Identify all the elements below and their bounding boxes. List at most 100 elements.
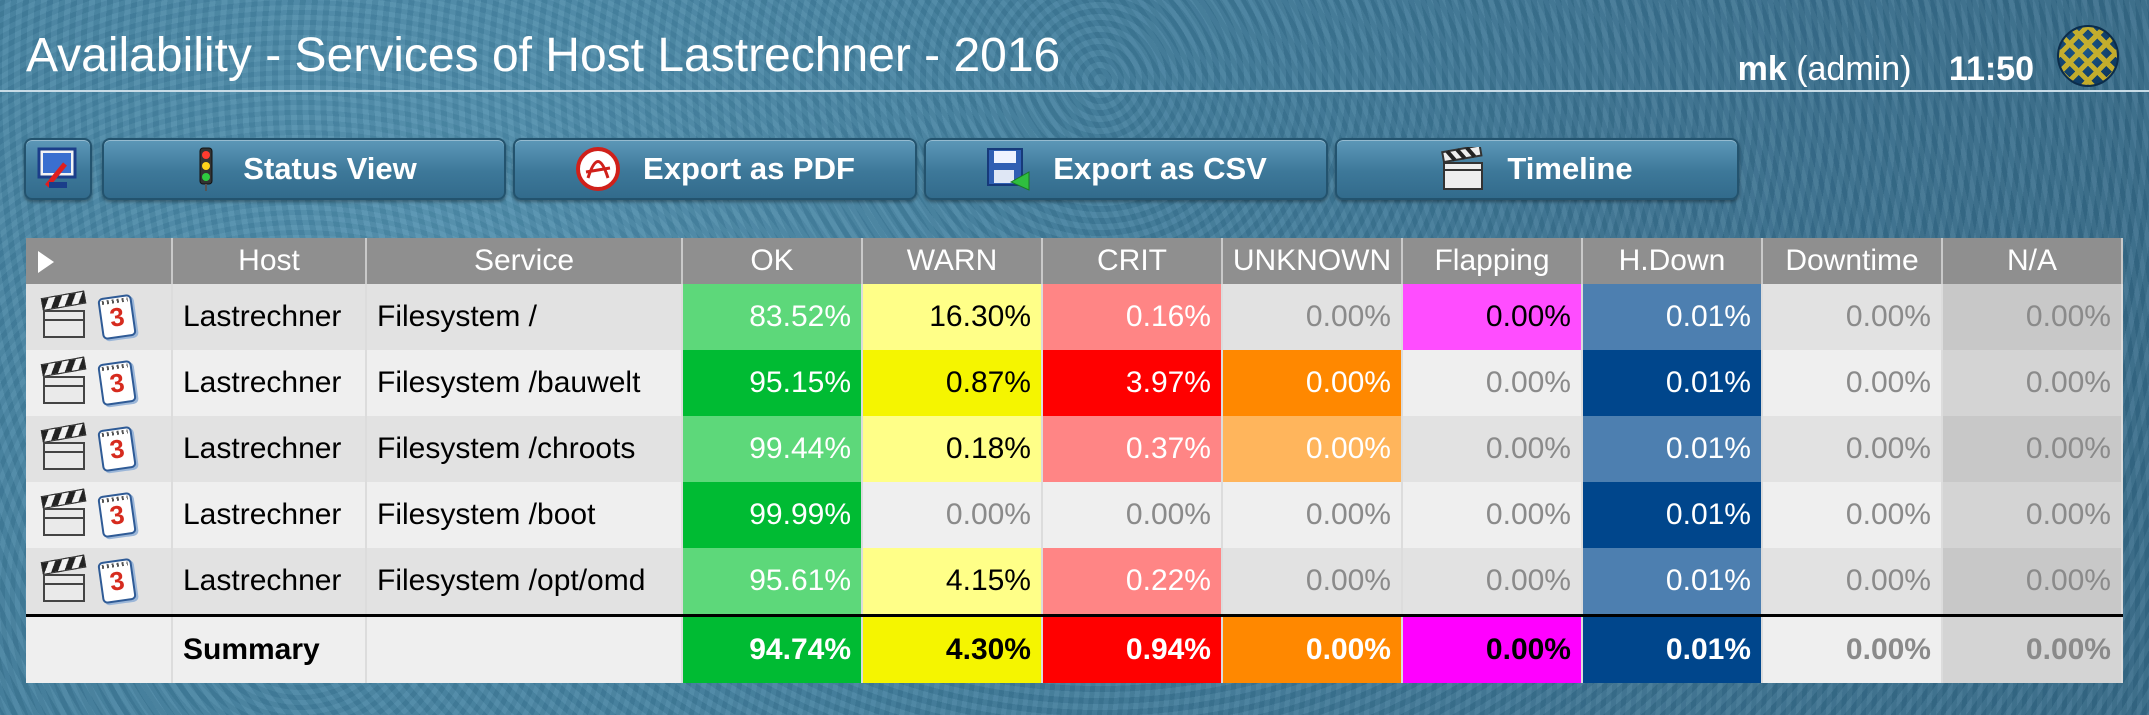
column-header-crit[interactable]: CRIT (1042, 238, 1223, 284)
expand-toggle[interactable] (26, 238, 173, 284)
ok-cell: 95.15% (682, 350, 863, 416)
timeline-clapperboard-icon[interactable] (40, 488, 87, 537)
column-header-na[interactable]: N/A (1942, 238, 2123, 284)
timeline-button[interactable]: Timeline (1335, 138, 1739, 200)
table-row: 3 Lastrechner Filesystem /chroots 99.44%… (26, 416, 2123, 482)
summary-unknown-cell: 0.00% (1222, 614, 1403, 683)
export-csv-button[interactable]: Export as CSV (924, 138, 1328, 200)
unknown-cell: 0.00% (1222, 350, 1403, 416)
page-title: Availability - Services of Host Lastrech… (26, 29, 1061, 82)
column-header-host[interactable]: Host (172, 238, 367, 284)
table-header-row: Host Service OK WARN CRIT UNKNOWN Flappi… (26, 238, 2123, 284)
timeline-clapperboard-icon[interactable] (40, 422, 87, 471)
host-cell[interactable]: Lastrechner (172, 416, 367, 482)
availability-table: Host Service OK WARN CRIT UNKNOWN Flappi… (26, 238, 2123, 683)
column-header-warn[interactable]: WARN (862, 238, 1043, 284)
service-cell[interactable]: Filesystem /opt/omd (366, 548, 683, 616)
globe-logo-icon[interactable] (2057, 25, 2119, 87)
downtime-cell: 0.00% (1762, 548, 1943, 616)
clapperboard-icon (1441, 147, 1484, 190)
service-cell[interactable]: Filesystem /chroots (366, 416, 683, 482)
crit-cell: 0.37% (1042, 416, 1223, 482)
ok-cell: 99.99% (682, 482, 863, 548)
table-row: 3 Lastrechner Filesystem /bauwelt 95.15%… (26, 350, 2123, 416)
service-cell[interactable]: Filesystem /bauwelt (366, 350, 683, 416)
unknown-cell: 0.00% (1222, 284, 1403, 350)
summary-row: Summary 94.74% 4.30% 0.94% 0.00% 0.00% 0… (26, 614, 2123, 683)
na-cell: 0.00% (1942, 350, 2123, 416)
summary-empty-cell (26, 614, 173, 683)
host-cell[interactable]: Lastrechner (172, 548, 367, 616)
clock: 11:50 (1948, 50, 2034, 88)
summary-ok-cell: 94.74% (682, 614, 863, 683)
warn-cell: 0.87% (862, 350, 1043, 416)
calendar-icon[interactable]: 3 (97, 425, 137, 473)
pdf-icon (576, 147, 621, 191)
na-cell: 0.00% (1942, 416, 2123, 482)
column-header-unknown[interactable]: UNKNOWN (1222, 238, 1403, 284)
service-cell[interactable]: Filesystem /boot (366, 482, 683, 548)
unknown-cell: 0.00% (1222, 416, 1403, 482)
calendar-icon[interactable]: 3 (97, 293, 137, 341)
summary-flapping-cell: 0.00% (1402, 614, 1583, 683)
table-row: 3 Lastrechner Filesystem / 83.52% 16.30%… (26, 284, 2123, 350)
na-cell: 0.00% (1942, 548, 2123, 616)
user-role: (admin) (1796, 50, 1912, 88)
column-header-flapping[interactable]: Flapping (1402, 238, 1583, 284)
flapping-cell: 0.00% (1402, 284, 1583, 350)
hdown-cell: 0.01% (1582, 416, 1763, 482)
crit-cell: 0.22% (1042, 548, 1223, 616)
na-cell: 0.00% (1942, 482, 2123, 548)
column-header-service[interactable]: Service (366, 238, 683, 284)
crit-cell: 0.16% (1042, 284, 1223, 350)
host-cell[interactable]: Lastrechner (172, 284, 367, 350)
column-header-ok[interactable]: OK (682, 238, 863, 284)
downtime-cell: 0.00% (1762, 284, 1943, 350)
unknown-cell: 0.00% (1222, 548, 1403, 616)
timeline-clapperboard-icon[interactable] (40, 290, 87, 339)
host-cell[interactable]: Lastrechner (172, 350, 367, 416)
ok-cell: 83.52% (682, 284, 863, 350)
timeline-clapperboard-icon[interactable] (40, 356, 87, 405)
downtime-cell: 0.00% (1762, 350, 1943, 416)
summary-hdown-cell: 0.01% (1582, 614, 1763, 683)
summary-warn-cell: 4.30% (862, 614, 1043, 683)
export-pdf-button[interactable]: Export as PDF (513, 138, 917, 200)
calendar-icon[interactable]: 3 (97, 359, 137, 407)
calendar-icon[interactable]: 3 (97, 557, 137, 605)
row-actions: 3 (26, 416, 173, 482)
home-button[interactable] (24, 138, 92, 200)
warn-cell: 4.15% (862, 548, 1043, 616)
export-csv-label: Export as CSV (1053, 151, 1267, 186)
monitor-home-icon (37, 147, 77, 188)
na-cell: 0.00% (1942, 284, 2123, 350)
summary-na-cell: 0.00% (1942, 614, 2123, 683)
column-header-downtime[interactable]: Downtime (1762, 238, 1943, 284)
status-view-button[interactable]: Status View (102, 138, 506, 200)
crit-cell: 3.97% (1042, 350, 1223, 416)
calendar-icon[interactable]: 3 (97, 491, 137, 539)
summary-crit-cell: 0.94% (1042, 614, 1223, 683)
timeline-label: Timeline (1507, 151, 1633, 186)
username[interactable]: mk (1737, 50, 1787, 88)
flapping-cell: 0.00% (1402, 350, 1583, 416)
row-actions: 3 (26, 284, 173, 350)
unknown-cell: 0.00% (1222, 482, 1403, 548)
summary-downtime-cell: 0.00% (1762, 614, 1943, 683)
hdown-cell: 0.01% (1582, 350, 1763, 416)
crit-cell: 0.00% (1042, 482, 1223, 548)
summary-service-empty (366, 614, 683, 683)
warn-cell: 16.30% (862, 284, 1043, 350)
hdown-cell: 0.01% (1582, 284, 1763, 350)
table-row: 3 Lastrechner Filesystem /boot 99.99% 0.… (26, 482, 2123, 548)
timeline-clapperboard-icon[interactable] (40, 554, 87, 603)
downtime-cell: 0.00% (1762, 416, 1943, 482)
csv-save-icon (987, 148, 1030, 191)
row-actions: 3 (26, 548, 173, 616)
export-pdf-label: Export as PDF (643, 151, 855, 186)
column-header-hdown[interactable]: H.Down (1582, 238, 1763, 284)
ok-cell: 95.61% (682, 548, 863, 616)
service-cell[interactable]: Filesystem / (366, 284, 683, 350)
traffic-light-icon (199, 147, 213, 191)
host-cell[interactable]: Lastrechner (172, 482, 367, 548)
